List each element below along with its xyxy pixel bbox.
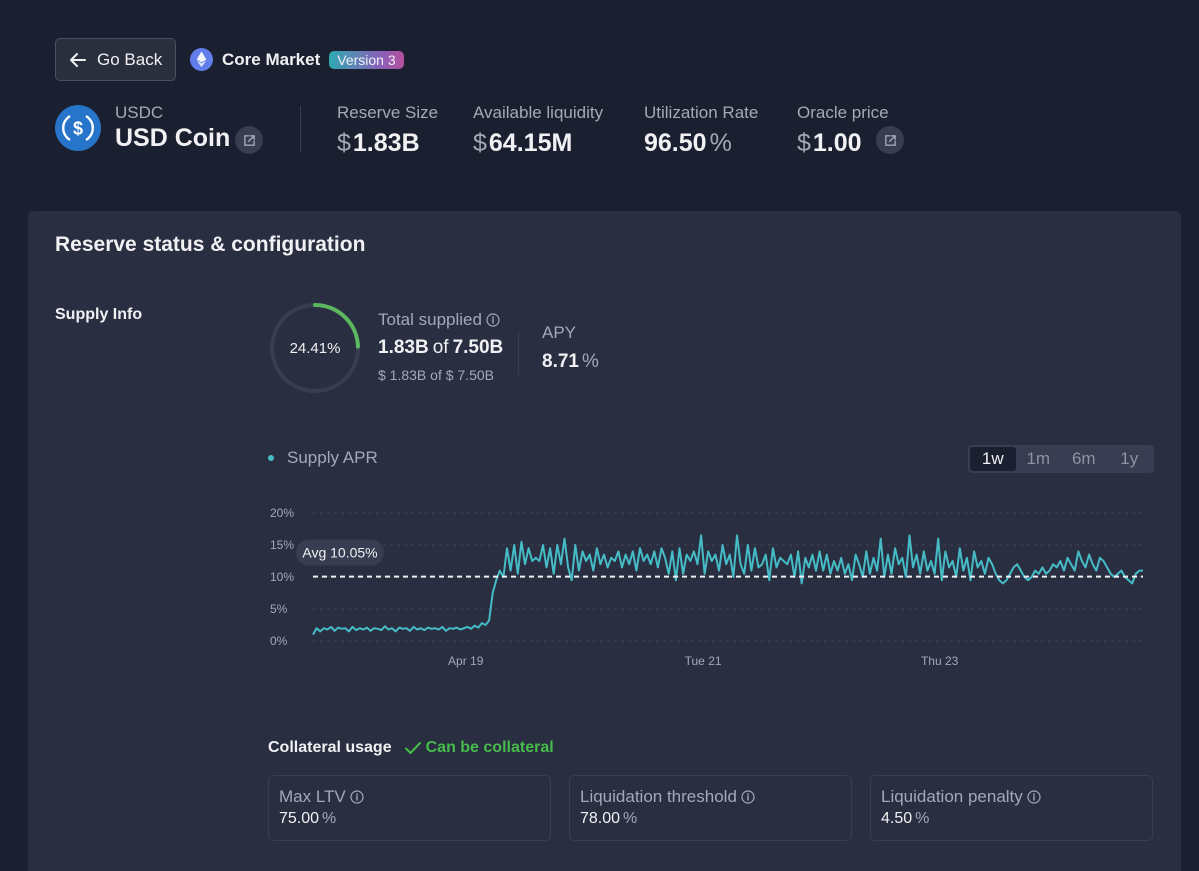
average-label: Avg 10.05% [302,545,377,561]
ethereum-icon [190,48,213,71]
liquidation-threshold-box: Liquidation threshold 78.00% [569,775,852,841]
liquidation-penalty-value: 4.50 [881,810,913,827]
supply-apr-series-line [312,534,1143,636]
time-range-selector: 1w 1m 6m 1y [968,445,1154,473]
utilization-rate-stat: Utilization Rate 96.50% [644,103,758,158]
oracle-price-stat: Oracle price $1.00 [797,103,889,158]
check-icon [404,742,421,754]
legend-dot [268,455,274,461]
info-icon[interactable] [1027,790,1041,804]
supply-cap-ring [270,303,360,393]
range-1w-button[interactable]: 1w [970,447,1016,471]
y-tick-label: 20% [270,506,294,520]
y-tick-label: 5% [270,602,288,616]
asset-explorer-link-button[interactable] [235,126,263,154]
go-back-button[interactable]: Go Back [55,38,176,81]
y-tick-label: 10% [270,570,294,584]
header-divider [300,106,301,152]
reserve-size-value: 1.83B [352,129,420,157]
liquidation-threshold-label: Liquidation threshold [580,787,737,806]
total-supplied-label-row: Total supplied [378,310,500,330]
external-link-icon [243,134,255,146]
chart-legend-label: Supply APR [287,448,378,467]
market-name: Core Market [222,49,321,69]
available-liquidity-currency: $ [473,129,487,157]
collateral-status-label: Can be collateral [425,739,554,756]
usdc-logo-icon: $ [55,105,101,151]
max-ltv-box: Max LTV 75.00% [268,775,551,841]
max-ltv-unit: % [322,810,337,827]
utilization-rate-label: Utilization Rate [644,103,759,122]
apy-unit: % [581,351,599,372]
liquidation-threshold-unit: % [623,810,638,827]
max-ltv-label: Max LTV [279,787,346,806]
total-supplied-cap: 7.50B [452,337,504,358]
total-supplied-of: of [432,337,449,358]
collateral-status: Can be collateral [404,739,554,757]
asset-name: USD Coin [115,124,231,152]
liquidation-penalty-unit: % [915,810,930,827]
supply-cap-percent: 24.41% [289,339,341,357]
x-tick-label: Thu 23 [921,654,959,668]
asset-symbol: USDC [115,103,164,122]
collateral-usage-title: Collateral usage [268,739,392,756]
reserve-status-panel: Reserve status & configuration Supply In… [28,211,1181,871]
total-supplied-usd: $ 1.83B of $ 7.50B [378,367,494,383]
version-badge: Version 3 [329,50,404,69]
info-icon[interactable] [486,313,500,327]
arrow-left-icon [70,52,86,67]
total-supplied-label: Total supplied [378,310,482,329]
go-back-label: Go Back [97,49,163,69]
reserve-size-label: Reserve Size [337,103,439,122]
reserve-size-currency: $ [337,129,351,157]
supply-info-label: Supply Info [55,306,143,323]
apy-value: 8.71 [542,351,579,372]
oracle-price-value: 1.00 [812,129,862,157]
info-icon[interactable] [741,790,755,804]
market-selector: Core Market Version 3 [190,48,404,71]
total-supplied-value: 1.83B of 7.50B [378,337,503,359]
y-tick-label: 0% [270,634,288,648]
range-1y-button[interactable]: 1y [1120,449,1139,468]
x-tick-label: Apr 19 [448,654,484,668]
apy-value-row: 8.71% [542,351,599,373]
y-tick-label: 15% [270,538,294,552]
liquidation-penalty-box: Liquidation penalty 4.50% [870,775,1153,841]
apy-label: APY [542,323,577,342]
collateral-usage-row: Collateral usage Can be collateral [268,739,554,757]
available-liquidity-stat: Available liquidity $64.15M [473,103,603,158]
oracle-price-currency: $ [797,129,811,157]
utilization-rate-unit: % [709,129,732,157]
available-liquidity-value: 64.15M [488,129,573,157]
external-link-icon [884,134,896,146]
chart-legend: Supply APR [268,448,378,468]
reserve-size-stat: Reserve Size $1.83B [337,103,438,158]
liquidation-penalty-label: Liquidation penalty [881,787,1023,806]
supply-apr-chart: 0% 5% 10% 15% 20% Apr 19 Tue 21 Thu 23 Avg 10.05… [270,506,1143,668]
oracle-price-label: Oracle price [797,103,889,122]
average-badge [296,539,384,566]
oracle-link-button[interactable] [876,126,904,154]
info-icon[interactable] [350,790,364,804]
svg-text:$: $ [73,119,83,139]
total-supplied-amount: 1.83B [378,337,429,358]
max-ltv-value: 75.00 [279,810,320,827]
available-liquidity-label: Available liquidity [473,103,604,122]
range-6m-button[interactable]: 6m [1071,449,1096,468]
utilization-rate-value: 96.50 [644,129,707,157]
supply-divider [518,331,519,375]
x-tick-label: Tue 21 [685,654,722,668]
range-1m-button[interactable]: 1m [1026,449,1051,468]
supply-cap-ring-progress [270,303,360,393]
liquidation-threshold-value: 78.00 [580,810,621,827]
panel-title: Reserve status & configuration [55,233,366,256]
